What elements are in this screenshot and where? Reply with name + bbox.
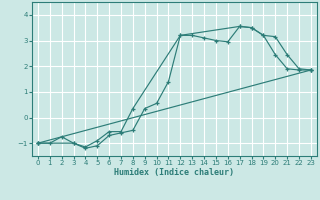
X-axis label: Humidex (Indice chaleur): Humidex (Indice chaleur) <box>115 168 234 177</box>
